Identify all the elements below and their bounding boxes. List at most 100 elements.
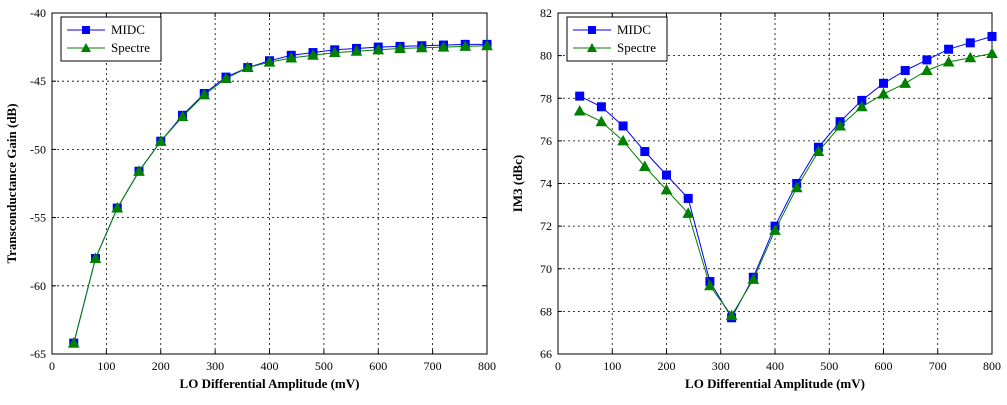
y-axis-label: IM3 (dBc)	[510, 155, 525, 212]
x-tick-label: 800	[983, 359, 1001, 373]
y-tick-label: -40	[30, 6, 46, 20]
data-point	[111, 202, 124, 213]
series-line-spectre	[73, 45, 488, 344]
legend-label: MIDC	[617, 22, 651, 37]
x-axis-label: LO Differential Amplitude (mV)	[180, 376, 360, 391]
data-point	[877, 87, 890, 99]
data-point	[812, 145, 825, 157]
x-tick-label: 700	[929, 359, 947, 373]
data-point	[638, 160, 651, 171]
data-point	[662, 170, 671, 180]
data-point	[459, 40, 472, 51]
data-point	[725, 309, 738, 321]
y-tick-label: -50	[30, 142, 46, 156]
chart-1: 0 100 200 300 400 500 600 700 800 -40 -45 -50 -55 -60…	[4, 6, 496, 391]
data-point	[617, 134, 629, 146]
x-tick-label: 400	[261, 359, 279, 373]
data-point	[198, 88, 211, 100]
data-point	[965, 38, 975, 48]
data-point	[394, 42, 406, 53]
data-point	[328, 46, 341, 58]
data-point	[640, 147, 650, 157]
x-tick-label: 200	[658, 359, 676, 373]
data-point	[879, 78, 888, 88]
data-point	[263, 56, 276, 67]
x-tick-label: 300	[206, 359, 224, 373]
y-tick-label: 80	[540, 49, 552, 63]
data-point	[220, 72, 232, 83]
data-point	[682, 207, 695, 218]
plot-frame	[557, 12, 993, 355]
legend: MIDC Spectre	[566, 16, 668, 62]
data-point	[660, 183, 673, 195]
data-point	[67, 337, 80, 348]
legend: MIDC Spectre	[60, 16, 162, 62]
legend-label: MIDC	[111, 22, 145, 37]
data-point	[900, 66, 910, 76]
data-point	[133, 165, 145, 176]
data-point	[944, 44, 954, 54]
data-point	[769, 224, 781, 235]
y-tick-label: 76	[540, 134, 552, 148]
data-point	[747, 273, 760, 284]
data-point	[89, 252, 102, 264]
y-tick-label: -45	[30, 74, 46, 88]
data-point	[573, 105, 586, 116]
y-tick-label: 82	[540, 6, 552, 20]
x-tick-label: 700	[424, 359, 442, 373]
legend-marker-square	[82, 26, 90, 34]
data-point	[176, 110, 189, 122]
data-point	[790, 181, 803, 193]
data-point	[704, 279, 716, 291]
x-tick-label: 0	[555, 359, 561, 373]
y-tick-label: -65	[30, 347, 46, 361]
data-point	[307, 49, 319, 60]
data-point	[285, 51, 298, 63]
x-tick-label: 600	[875, 359, 893, 373]
data-point	[834, 119, 846, 131]
data-point	[922, 55, 932, 65]
y-axis-label: Transconductance Gain (dB)	[4, 103, 19, 263]
data-point	[596, 102, 606, 112]
data-point	[575, 91, 585, 101]
series-spectre	[573, 47, 998, 321]
data-point	[921, 64, 933, 76]
plot-frame	[51, 12, 488, 355]
legend-box	[60, 16, 162, 62]
data-point	[595, 115, 608, 127]
y-tick-label: 72	[540, 219, 552, 233]
x-tick-label: 100	[97, 359, 115, 373]
legend-box	[566, 16, 668, 62]
x-tick-label: 500	[315, 359, 333, 373]
data-point	[899, 77, 912, 88]
y-tick-label: 74	[540, 177, 552, 191]
x-tick-label: 600	[369, 359, 387, 373]
data-point	[241, 61, 254, 73]
chart-2: 0 100 200 300 400 500 600 700 800 82 80 78 76 74 72 70 6…	[510, 6, 1001, 391]
y-tick-label: 70	[540, 262, 552, 276]
y-tick-label: 68	[540, 304, 552, 318]
data-point	[415, 41, 428, 53]
x-tick-label: 0	[49, 359, 55, 373]
y-tick-label: 66	[540, 347, 552, 361]
data-point	[437, 41, 450, 52]
data-point	[683, 193, 693, 203]
data-point	[986, 47, 998, 58]
data-point	[154, 135, 167, 146]
x-tick-label: 200	[152, 359, 170, 373]
data-point	[855, 100, 868, 112]
y-tick-label: -55	[30, 211, 46, 225]
data-point	[372, 43, 385, 55]
legend-label: Spectre	[617, 40, 656, 55]
data-point	[350, 45, 363, 56]
legend-label: Spectre	[111, 40, 150, 55]
x-tick-label: 100	[603, 359, 621, 373]
data-point	[964, 51, 977, 63]
legend-marker-triangle	[587, 43, 597, 52]
x-tick-label: 300	[712, 359, 730, 373]
data-point	[481, 39, 493, 51]
data-point	[987, 31, 997, 41]
data-point	[618, 121, 628, 131]
x-axis-label: LO Differential Amplitude (mV)	[685, 376, 865, 391]
